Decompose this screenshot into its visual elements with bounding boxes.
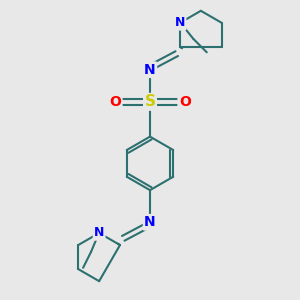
Text: N: N: [94, 226, 104, 239]
Text: O: O: [179, 95, 191, 109]
Text: N: N: [144, 63, 156, 77]
Text: N: N: [144, 215, 156, 229]
Text: O: O: [109, 95, 121, 109]
Text: N: N: [175, 16, 185, 29]
Text: S: S: [145, 94, 155, 109]
